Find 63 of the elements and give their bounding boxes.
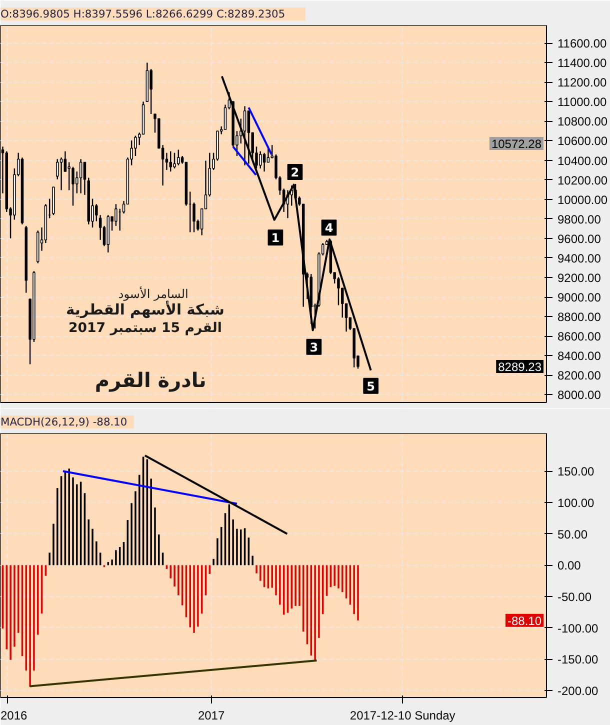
annotation: 8289.23 [498,360,542,374]
candlestick [79,158,82,194]
y-tick-label: 100.00 [558,496,595,510]
annotation: 1 [271,230,280,245]
y-tick-label: -50.00 [558,590,592,604]
y-tick-label: 0.00 [558,558,582,573]
y-tick-label: 11200.00 [558,76,607,90]
candlestick [114,204,118,227]
y-tick-label: 9200.00 [558,270,602,285]
candlestick [64,150,67,172]
candlestick [169,150,172,172]
y-tick-label: 8200.00 [558,368,602,383]
candlestick [68,162,70,191]
y-tick-label: 9600.00 [558,232,602,246]
candlestick [266,146,270,163]
x-tick-label: 2017-12-10 Sunday [350,708,456,722]
y-tick-label: 10200.00 [558,173,608,188]
candlestick [259,150,262,169]
chart-title: O:8396.9805 H:8397.5596 L:8266.6299 C:8289.2305 [0,8,286,20]
annotation: 2 [290,166,300,180]
y-tick-label: 11400.00 [558,56,607,70]
y-tick-label: 50.00 [558,527,588,542]
candlestick [177,149,180,166]
x-tick-label: 2017 [198,708,225,722]
candlestick [243,106,246,166]
y-tick-label: 10800.00 [558,114,608,129]
y-tick-label: 8400.00 [558,349,602,364]
candlestick [262,152,266,172]
y-tick-label: 150.00 [558,464,595,479]
annotation: 10572.28 [491,137,542,151]
y-tick-label: 8600.00 [558,330,602,344]
candlestick [150,68,152,115]
y-tick-label: -150.00 [558,652,599,667]
annotation: 5 [366,379,376,394]
candlestick [247,110,250,164]
y-tick-label: 11000.00 [558,95,607,110]
candlestick [165,152,168,171]
annotation: 3 [310,340,318,354]
candlestick [95,204,98,222]
y-tick-label: 9000.00 [558,290,602,305]
y-tick-label: 8000.00 [558,388,602,402]
y-tick-label: 10400.00 [558,154,608,168]
chart-title: MACDH(26,12,9) -88.10 [0,416,128,428]
candlestick [60,156,63,191]
y-tick-label: 10000.00 [558,192,608,207]
y-tick-label: 10600.00 [558,134,608,148]
annotation: 4 [324,221,334,236]
annotation: نادرة القرم [94,368,206,392]
annotation: -88.10 [507,614,542,628]
y-tick-label: -100.00 [558,621,599,636]
annotation: القرم 15 سبتمبر 2017 [68,321,222,336]
y-tick-label: 9400.00 [558,251,602,266]
candlestick [134,135,137,157]
annotation: السامر الأسود [118,286,188,301]
y-tick-label: 9800.00 [558,212,602,226]
candlestick [72,166,74,206]
candlestick [192,202,196,233]
y-tick-label: 11600.00 [558,36,607,51]
candlestick [173,152,176,169]
y-tick-label: -200.00 [558,684,599,698]
y-tick-label: 8800.00 [558,310,602,324]
annotation: شبكة الأسهم القطرية [66,300,224,318]
x-tick-label: 2016 [0,708,28,722]
